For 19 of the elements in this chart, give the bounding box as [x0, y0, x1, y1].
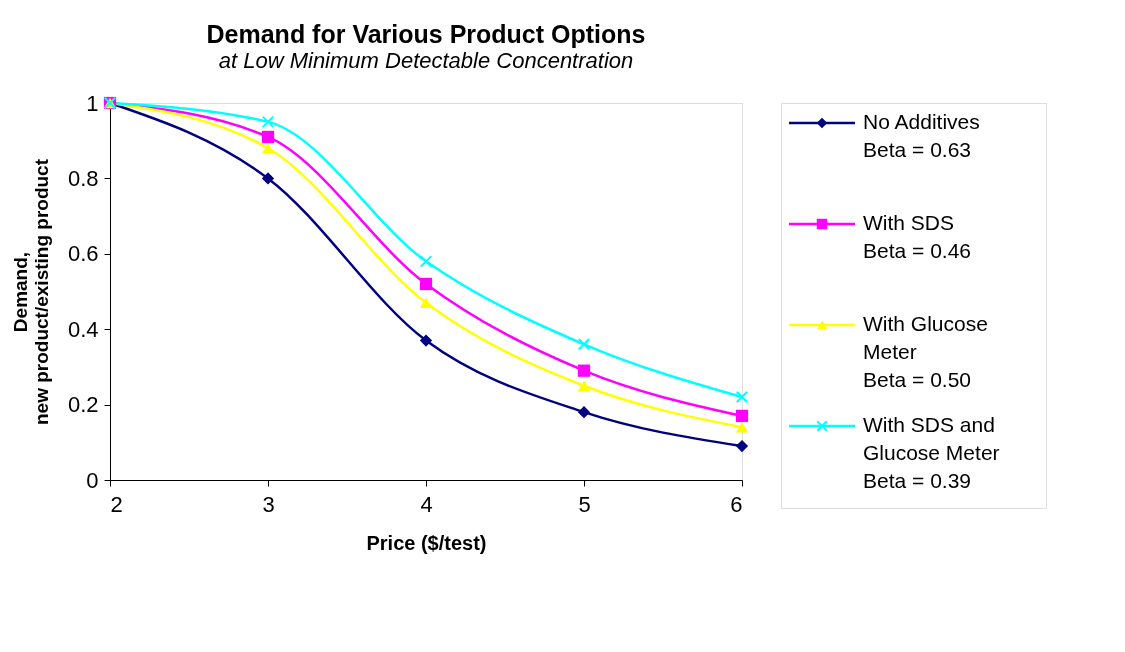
legend-label: No Additives Beta = 0.63: [863, 110, 980, 161]
x-tick-label: 6: [730, 491, 743, 517]
x-tick-label: 4: [420, 491, 433, 517]
y-tick-label: 0.8: [67, 165, 99, 191]
x-tick-label: 2: [110, 491, 123, 517]
legend-label: With SDS and Glucose Meter Beta = 0.39: [863, 413, 1000, 492]
x-axis-title: Price ($/test): [366, 531, 487, 554]
chart-title: Demand for Various Product Options: [206, 20, 646, 48]
x-tick-label: 3: [262, 491, 275, 517]
y-tick-label: 1: [86, 90, 99, 116]
y-tick-label: 0.6: [67, 241, 99, 267]
chart-subtitle: at Low Minimum Detectable Concentration: [218, 48, 634, 73]
y-tick-label: 0: [86, 467, 99, 493]
legend-label: With Glucose Meter Beta = 0.50: [863, 312, 988, 391]
x-tick-label: 5: [578, 491, 591, 517]
y-axis-title: Demand, new product/existing product: [9, 158, 52, 426]
legend-label: With SDS Beta = 0.46: [863, 211, 972, 262]
y-tick-label: 0.4: [67, 316, 99, 342]
y-tick-label: 0.2: [67, 392, 99, 418]
